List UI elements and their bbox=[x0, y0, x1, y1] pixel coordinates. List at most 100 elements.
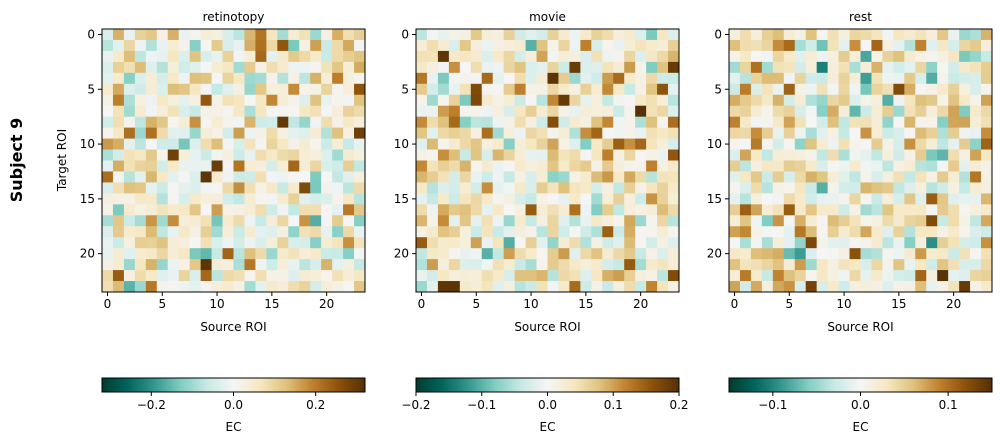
heatmap-cell bbox=[426, 149, 439, 161]
heatmap-cell bbox=[448, 39, 461, 52]
heatmap-cell bbox=[739, 72, 752, 85]
heatmap-cell bbox=[189, 171, 202, 183]
heatmap-cell bbox=[838, 149, 850, 161]
heatmap-cell bbox=[635, 171, 647, 183]
heatmap-cell bbox=[332, 83, 344, 96]
heatmap-cell bbox=[860, 226, 872, 238]
heatmap-cell bbox=[761, 248, 774, 260]
heatmap-cell bbox=[310, 248, 322, 260]
heatmap-cell bbox=[222, 215, 234, 227]
heatmap-cell bbox=[580, 94, 592, 107]
heatmap-cell bbox=[123, 171, 136, 183]
heatmap-cell bbox=[783, 259, 796, 271]
heatmap-cell bbox=[569, 138, 581, 150]
heatmap-cell bbox=[750, 204, 763, 216]
heatmap-cell bbox=[668, 171, 680, 183]
heatmap-cell bbox=[624, 138, 636, 150]
heatmap-cell bbox=[970, 138, 982, 150]
heatmap-cell bbox=[321, 270, 333, 282]
heatmap-cell bbox=[470, 226, 483, 238]
heatmap-cell bbox=[613, 94, 625, 107]
heatmap-cell bbox=[959, 226, 971, 238]
heatmap-cell bbox=[959, 61, 971, 74]
heatmap-cell bbox=[948, 39, 960, 52]
heatmap-cell bbox=[794, 281, 807, 293]
heatmap-cell bbox=[970, 39, 982, 52]
heatmap-cell bbox=[882, 182, 894, 194]
heatmap-cell bbox=[288, 204, 300, 216]
heatmap-cell bbox=[937, 160, 949, 172]
heatmap-cell bbox=[514, 171, 526, 183]
heatmap-cell bbox=[426, 270, 439, 282]
heatmap-cell bbox=[200, 204, 212, 216]
heatmap-cell bbox=[437, 61, 450, 74]
heatmap-cell bbox=[783, 105, 796, 118]
heatmap-cell bbox=[816, 116, 829, 129]
heatmap-cell bbox=[794, 237, 807, 249]
heatmap-cell bbox=[981, 204, 993, 216]
heatmap-cell bbox=[200, 50, 212, 63]
heatmap-cell bbox=[805, 61, 818, 74]
heatmap-cell bbox=[591, 182, 603, 194]
heatmap-cell bbox=[827, 182, 839, 194]
heatmap-cell bbox=[657, 171, 669, 183]
heatmap-cell bbox=[448, 94, 461, 107]
heatmap-cell bbox=[569, 29, 581, 41]
heatmap-cell bbox=[321, 29, 333, 41]
heatmap-cell bbox=[266, 193, 278, 205]
heatmap-cell bbox=[948, 259, 960, 271]
y-tick-label: 20 bbox=[80, 247, 95, 261]
heatmap-cell bbox=[416, 39, 428, 52]
heatmap-cell bbox=[277, 50, 289, 63]
heatmap-cell bbox=[211, 281, 223, 293]
heatmap-cell bbox=[761, 204, 774, 216]
heatmap-cell bbox=[156, 39, 169, 52]
heatmap-cell bbox=[926, 116, 938, 129]
heatmap-cell bbox=[580, 215, 592, 227]
heatmap-cell bbox=[167, 138, 180, 150]
heatmap-cell bbox=[134, 116, 147, 129]
heatmap-cell bbox=[310, 138, 322, 150]
x-ticks: 0 5 10 15 20 bbox=[731, 292, 961, 311]
heatmap-cell bbox=[145, 171, 158, 183]
heatmap-cell bbox=[233, 127, 245, 139]
heatmap-cell bbox=[646, 127, 658, 139]
heatmap-cell bbox=[849, 29, 861, 41]
heatmap-cell bbox=[926, 138, 938, 150]
heatmap-cell bbox=[503, 226, 516, 238]
heatmap-cell bbox=[459, 61, 472, 74]
heatmap-cell bbox=[321, 226, 333, 238]
heatmap-cell bbox=[970, 215, 982, 227]
heatmap-cell bbox=[310, 237, 322, 249]
heatmap-cell bbox=[981, 105, 993, 118]
heatmap-cell bbox=[299, 83, 311, 96]
heatmap-cell bbox=[503, 94, 516, 107]
heatmap-cell bbox=[426, 83, 439, 96]
heatmap-cell bbox=[189, 204, 202, 216]
heatmap-cell bbox=[288, 182, 300, 194]
heatmap-cell bbox=[426, 29, 439, 41]
heatmap-cell bbox=[112, 50, 125, 63]
heatmap-cell bbox=[416, 215, 428, 227]
heatmap-cell bbox=[937, 171, 949, 183]
heatmap-cell bbox=[448, 171, 461, 183]
heatmap-cell bbox=[167, 259, 180, 271]
heatmap-cell bbox=[332, 171, 344, 183]
heatmap-cell bbox=[156, 259, 169, 271]
heatmap-cell bbox=[926, 237, 938, 249]
heatmap-cell bbox=[200, 160, 212, 172]
heatmap-cell bbox=[558, 226, 570, 238]
heatmap-cell bbox=[416, 204, 428, 216]
heatmap-cell bbox=[354, 226, 366, 238]
heatmap-cell bbox=[448, 83, 461, 96]
heatmap-cell bbox=[211, 29, 223, 41]
heatmap-cell bbox=[838, 171, 850, 183]
heatmap-cell bbox=[211, 94, 223, 107]
heatmap-cell bbox=[222, 182, 234, 194]
heatmap-cell bbox=[437, 149, 450, 161]
heatmap-cell bbox=[102, 226, 114, 238]
heatmap-cell bbox=[123, 281, 136, 293]
heatmap-cell bbox=[624, 270, 636, 282]
heatmap-cell bbox=[613, 259, 625, 271]
